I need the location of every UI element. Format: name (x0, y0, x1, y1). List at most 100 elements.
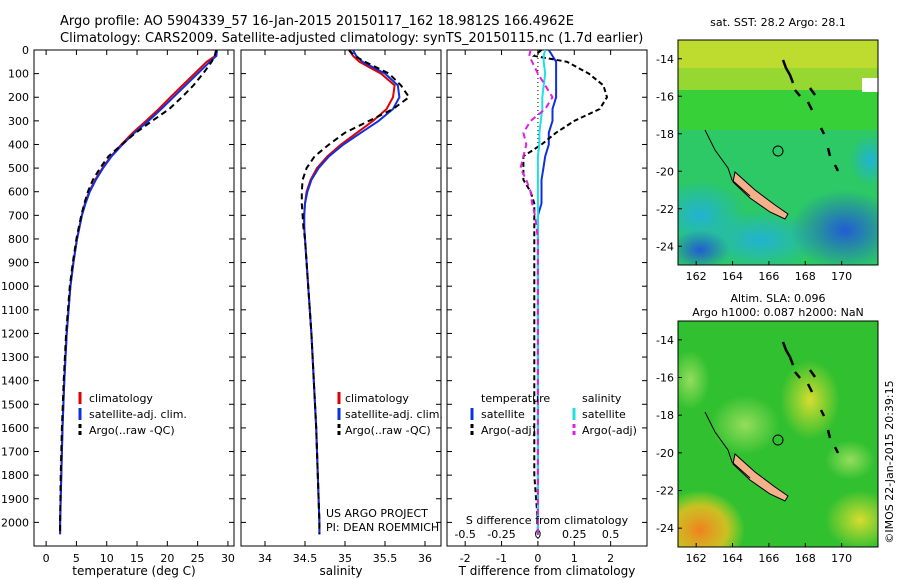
depth-tick-label: 1600 (1, 422, 29, 435)
depth-tick-label: 800 (8, 233, 29, 246)
map-x-tick-label: 168 (795, 270, 816, 283)
map-y-tick-label: -20 (656, 447, 674, 460)
map-x-tick-label: 162 (686, 270, 707, 283)
sla-map-axes: 162 164 166 168 170 -14 -16 -18 -20 -22 -24 (656, 334, 852, 565)
map-y-tick-label: -24 (656, 522, 674, 535)
x-tick-label: 2 (607, 552, 614, 565)
x-tick-label: 5 (73, 552, 80, 565)
legend-salinity-header: salinity (582, 392, 622, 405)
depth-tick-label: 1300 (1, 351, 29, 364)
sla-float-location-marker (772, 434, 784, 446)
legend-t-satellite-label: satellite (481, 408, 525, 421)
series-line-satellite-adj-clim- (59, 49, 218, 535)
sst-map-title: sat. SST: 28.2 Argo: 28.1 (710, 16, 846, 29)
sst-map-panel: sat. SST: 28.2 Argo: 28.1 162 164 166 168 17… (656, 16, 879, 283)
s-diff-tick-label: -0.5 (454, 528, 475, 541)
x-tick-label: 20 (160, 552, 174, 565)
legend-climatology-label: climatology (89, 392, 153, 405)
vanuatu-islands (781, 341, 840, 454)
depth-tick-label: 600 (8, 186, 29, 199)
series-line-argo-raw-qc- (59, 49, 218, 535)
depth-tick-label: 1700 (1, 446, 29, 459)
salinity-panel: 34 34.5 35 35.5 36 salinity climatology sate… (240, 49, 443, 578)
x-tick-label: 35 (338, 552, 352, 565)
x-tick-label: 0 (534, 552, 541, 565)
series-line-argo-raw-qc- (300, 49, 411, 535)
difference-s-label: S difference from climatology (466, 514, 629, 527)
map-y-tick-label: -16 (656, 372, 674, 385)
x-tick-label: 10 (100, 552, 114, 565)
legend-argo-label: Argo(..raw -QC) (345, 424, 431, 437)
depth-tick-label: 500 (8, 162, 29, 175)
map-y-tick-label: -22 (656, 485, 674, 498)
map-x-tick-label: 162 (686, 552, 707, 565)
salinity-legend: climatology satellite-adj. clim. Argo(..… (337, 392, 443, 437)
sla-map-field (678, 321, 878, 547)
temperature-x-label: temperature (deg C) (72, 564, 195, 578)
depth-tick-label: 1800 (1, 469, 29, 482)
depth-tick-label: 200 (8, 91, 29, 104)
legend-t-argo-label: Argo(-adj) (481, 424, 536, 437)
series-line-t-argo-adj- (522, 49, 609, 535)
legend-satellite-label: satellite-adj. clim. (345, 408, 443, 421)
difference-x-label: T difference from climatology (458, 564, 636, 578)
credit-project: US ARGO PROJECT (326, 507, 428, 520)
map-x-tick-label: 166 (758, 552, 779, 565)
map-y-tick-label: -18 (656, 409, 674, 422)
series-line-s-satellite (536, 49, 547, 535)
x-tick-label: 35.5 (373, 552, 398, 565)
temperature-panel: 0100200300400500600700800900100011001200… (1, 44, 235, 578)
difference-legend: temperature salinity satellite Argo(-adj… (470, 392, 637, 437)
map-x-tick-label: 164 (722, 552, 743, 565)
map-y-tick-label: -14 (656, 53, 674, 66)
temperature-depth-axis: 0 100 200 300 400 500 600 700 800 900 1000 1100 1200… (1, 44, 234, 529)
map-y-tick-label: -14 (656, 334, 674, 347)
header-line-2: Climatology: CARS2009. Satellite-adjuste… (60, 31, 643, 46)
x-tick-label: 34 (258, 552, 272, 565)
series-line-climatology (59, 49, 217, 535)
credit-pi: PI: DEAN ROEMMICH (326, 521, 439, 534)
x-tick-label: 30 (221, 552, 235, 565)
sla-map-title: Altim. SLA: 0.096 (730, 292, 825, 305)
depth-tick-label: 1200 (1, 327, 29, 340)
new-caledonia-reef-outline (704, 129, 751, 197)
depth-tick-label: 700 (8, 209, 29, 222)
difference-plot-frame (446, 49, 648, 547)
salinity-series (300, 49, 411, 535)
x-tick-label: 1 (571, 552, 578, 565)
difference-series (519, 49, 609, 535)
temperature-series (59, 49, 218, 535)
sst-map-field (678, 40, 878, 265)
depth-tick-label: 900 (8, 257, 29, 270)
s-diff-tick-label: 0.5 (602, 528, 620, 541)
map-x-tick-label: 166 (758, 270, 779, 283)
salinity-plot-frame (240, 49, 442, 547)
legend-s-satellite-label: satellite (582, 408, 626, 421)
map-y-tick-label: -18 (656, 128, 674, 141)
salinity-x-axis: 34 34.5 35 35.5 36 (258, 50, 432, 565)
header-line-1: Argo profile: AO 5904339_57 16-Jan-2015 … (60, 14, 574, 29)
sst-map-frame (677, 39, 879, 266)
salinity-x-label: salinity (319, 564, 362, 578)
sla-map-subtitle: Argo h1000: 0.087 h2000: NaN (692, 306, 864, 319)
s-diff-tick-label: 0.25 (562, 528, 587, 541)
map-x-tick-label: 168 (795, 552, 816, 565)
sst-float-location-marker (772, 145, 784, 157)
legend-climatology-label: climatology (345, 392, 409, 405)
difference-depth-ticks (447, 49, 647, 523)
new-caledonia-shape (732, 171, 789, 220)
map-y-tick-label: -16 (656, 90, 674, 103)
x-tick-label: 0 (43, 552, 50, 565)
temperature-plot-frame (33, 49, 235, 547)
sla-map-frame (677, 320, 879, 548)
depth-tick-label: 1000 (1, 280, 29, 293)
map-y-tick-label: -20 (656, 165, 674, 178)
legend-argo-label: Argo(..raw -QC) (89, 424, 175, 437)
series-line-s-argo-adj- (519, 49, 554, 535)
depth-tick-label: 1100 (1, 304, 29, 317)
imos-stamp: ©IMOS 22-Jan-2015 20:39:15 (883, 380, 896, 543)
map-x-tick-label: 170 (831, 270, 852, 283)
x-tick-label: -1 (496, 552, 507, 565)
